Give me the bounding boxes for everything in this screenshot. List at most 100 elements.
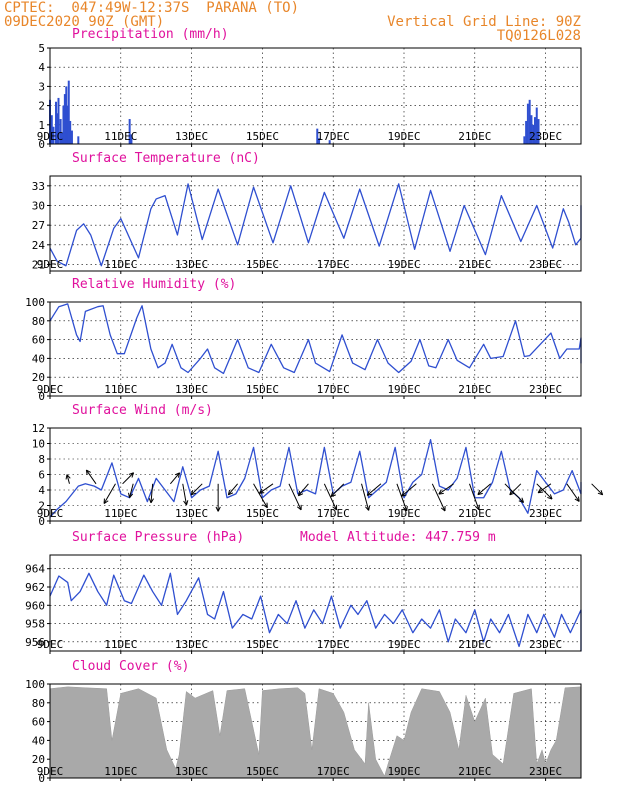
wind-arrow — [509, 483, 522, 496]
precip-frame — [49, 47, 582, 145]
cloud-ytick-label: 20 — [32, 753, 45, 766]
precip-xtick-label: 21DEC — [458, 130, 491, 143]
temp-xtick-label: 15DEC — [246, 258, 279, 271]
precip-ytick-label: 3 — [38, 80, 45, 93]
precip-ytick-label: 0 — [38, 138, 45, 151]
wind-arrow-head — [474, 505, 480, 511]
wind-arrow — [591, 483, 604, 496]
precip-ytick-label: 5 — [38, 42, 45, 55]
temp-ytick-label: 24 — [32, 239, 46, 252]
temp-frame — [49, 175, 582, 272]
rh-xtick-label: 17DEC — [317, 383, 350, 396]
pres-ytick-label: 964 — [25, 563, 45, 576]
cloud-xtick-label: 19DEC — [387, 765, 420, 778]
temp-title: Surface Temperature (nC) — [72, 151, 260, 166]
rh-xtick-label: 15DEC — [246, 383, 279, 396]
wind-arrow-head — [227, 489, 231, 495]
wind-arrow-head — [65, 474, 68, 480]
wind-line — [49, 438, 582, 518]
precip-bar — [528, 99, 531, 144]
wind-arrow-head — [549, 494, 553, 500]
wind-arrow — [361, 483, 370, 511]
precip-bar — [535, 107, 538, 144]
pres-ytick-label: 962 — [25, 581, 45, 594]
rh-ytick-label: 20 — [32, 371, 45, 384]
wind-arrow-head — [66, 474, 71, 479]
precip-bar — [56, 113, 59, 144]
wind-arrow-head — [259, 492, 265, 494]
wind-arrow-head — [186, 500, 189, 506]
wind-arrow-head — [85, 469, 88, 476]
wind-arrow-head — [438, 489, 442, 495]
precip-bar — [55, 101, 58, 144]
precip-ytick-label: 2 — [38, 100, 45, 113]
temp-ytick-label: 21 — [32, 258, 45, 271]
precip-bar — [60, 132, 63, 144]
wind-arrow-head — [477, 489, 481, 495]
wind-arrow — [122, 472, 134, 485]
wind-xtick-label: 13DEC — [175, 507, 208, 520]
temp-line — [49, 183, 582, 267]
cloud-xtick-label: 21DEC — [458, 765, 491, 778]
cloud-xtick-label: 9DEC — [37, 765, 64, 778]
wind-arrow-head — [509, 492, 515, 496]
wind-ytick-label: 10 — [32, 438, 45, 451]
wind-arrow-head — [401, 491, 405, 497]
wind-arrow-head — [538, 491, 544, 494]
precip-xtick-label: 9DEC — [37, 130, 64, 143]
wind-arrow — [182, 483, 187, 506]
wind-xtick-label: 9DEC — [37, 507, 64, 520]
wind-ytick-label: 8 — [38, 453, 45, 466]
precip-bar — [66, 105, 69, 144]
cloud-ytick-label: 0 — [38, 772, 45, 785]
wind-arrow-head — [477, 492, 483, 496]
wind-arrow-head — [129, 493, 134, 499]
wind-ytick-label: 0 — [38, 515, 45, 528]
rh-ytick-label: 0 — [38, 390, 45, 403]
wind-ytick-label: 4 — [38, 484, 45, 497]
pres-xtick-label: 19DEC — [387, 638, 420, 651]
precip-bar — [525, 120, 528, 144]
wind-arrow-head — [174, 472, 180, 476]
precip-title: Precipitation (mm/h) — [72, 27, 229, 42]
precip-bar — [526, 103, 529, 144]
wind-arrow — [298, 483, 309, 497]
temp-ytick-label: 33 — [32, 180, 45, 193]
wind-arrow — [366, 483, 382, 496]
wind-arrow — [258, 483, 274, 494]
cloud-ytick-label: 80 — [32, 697, 45, 710]
pres-xtick-label: 11DEC — [104, 638, 137, 651]
temp-xtick-label: 17DEC — [317, 258, 350, 271]
cloud-xtick-label: 15DEC — [246, 765, 279, 778]
wind-arrow — [227, 483, 239, 496]
wind-arrow — [169, 472, 180, 485]
wind-arrow-head — [228, 492, 234, 496]
wind-ytick-label: 2 — [38, 500, 45, 513]
pres-ytick-label: 958 — [25, 618, 45, 631]
wind-arrow-head — [177, 472, 181, 478]
rh-xtick-label: 21DEC — [458, 383, 491, 396]
rh-ytick-label: 60 — [32, 334, 45, 347]
precip-bar — [130, 134, 133, 144]
precip-bar — [70, 130, 73, 144]
wind-title: Surface Wind (m/s) — [72, 403, 213, 418]
precip-xtick-label: 19DEC — [387, 130, 420, 143]
precip-bar — [67, 80, 70, 144]
temp-xtick-label: 21DEC — [458, 258, 491, 271]
rh-xtick-label: 19DEC — [387, 383, 420, 396]
pres-xtick-label: 17DEC — [317, 638, 350, 651]
wind-xtick-label: 11DEC — [104, 507, 137, 520]
wind-arrow-head — [368, 505, 371, 511]
precip-bar — [50, 115, 53, 144]
cloud-ytick-label: 60 — [32, 716, 45, 729]
temp-ytick-label: 30 — [32, 199, 45, 212]
wind-arrow-head — [131, 472, 135, 478]
precip-xtick-label: 11DEC — [104, 130, 137, 143]
precip-bar — [532, 124, 535, 144]
cloud-xtick-label: 11DEC — [104, 765, 137, 778]
wind-arrow-head — [296, 506, 302, 511]
precip-bar — [65, 86, 68, 144]
precip-xtick-label: 23DEC — [529, 130, 562, 143]
wind-arrow — [103, 483, 116, 504]
cloud-ytick-label: 100 — [25, 678, 45, 691]
